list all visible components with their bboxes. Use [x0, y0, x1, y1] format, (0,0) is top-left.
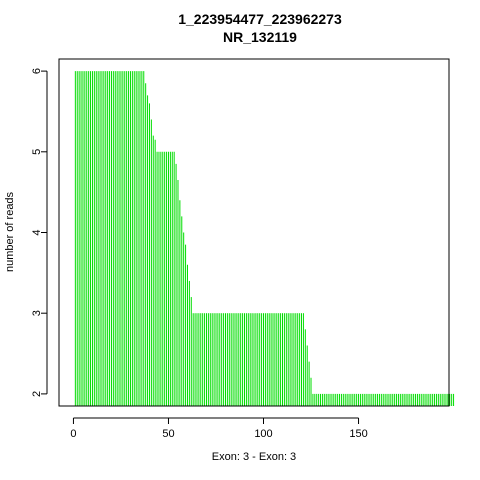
x-tick-label: 100 [254, 428, 272, 440]
bar-series [74, 71, 455, 406]
x-tick-label: 50 [162, 428, 174, 440]
y-tick-label: 2 [31, 391, 43, 397]
y-tick-label: 3 [31, 310, 43, 316]
y-axis: 2 3 4 5 6 [31, 68, 48, 397]
y-tick-label: 6 [31, 68, 43, 74]
x-axis-label: Exon: 3 - Exon: 3 [212, 451, 296, 463]
y-tick-label: 5 [31, 149, 43, 155]
y-axis-label: number of reads [4, 191, 16, 272]
plot-frame [58, 58, 450, 407]
chart-title-line-2: NR_132119 [223, 29, 297, 45]
x-axis: 0 50 100 150 [70, 417, 368, 440]
x-tick-label: 150 [349, 428, 367, 440]
x-tick-label: 0 [70, 428, 76, 440]
y-tick-label: 4 [31, 229, 43, 235]
chart-title-line-1: 1_223954477_223962273 [178, 11, 342, 27]
